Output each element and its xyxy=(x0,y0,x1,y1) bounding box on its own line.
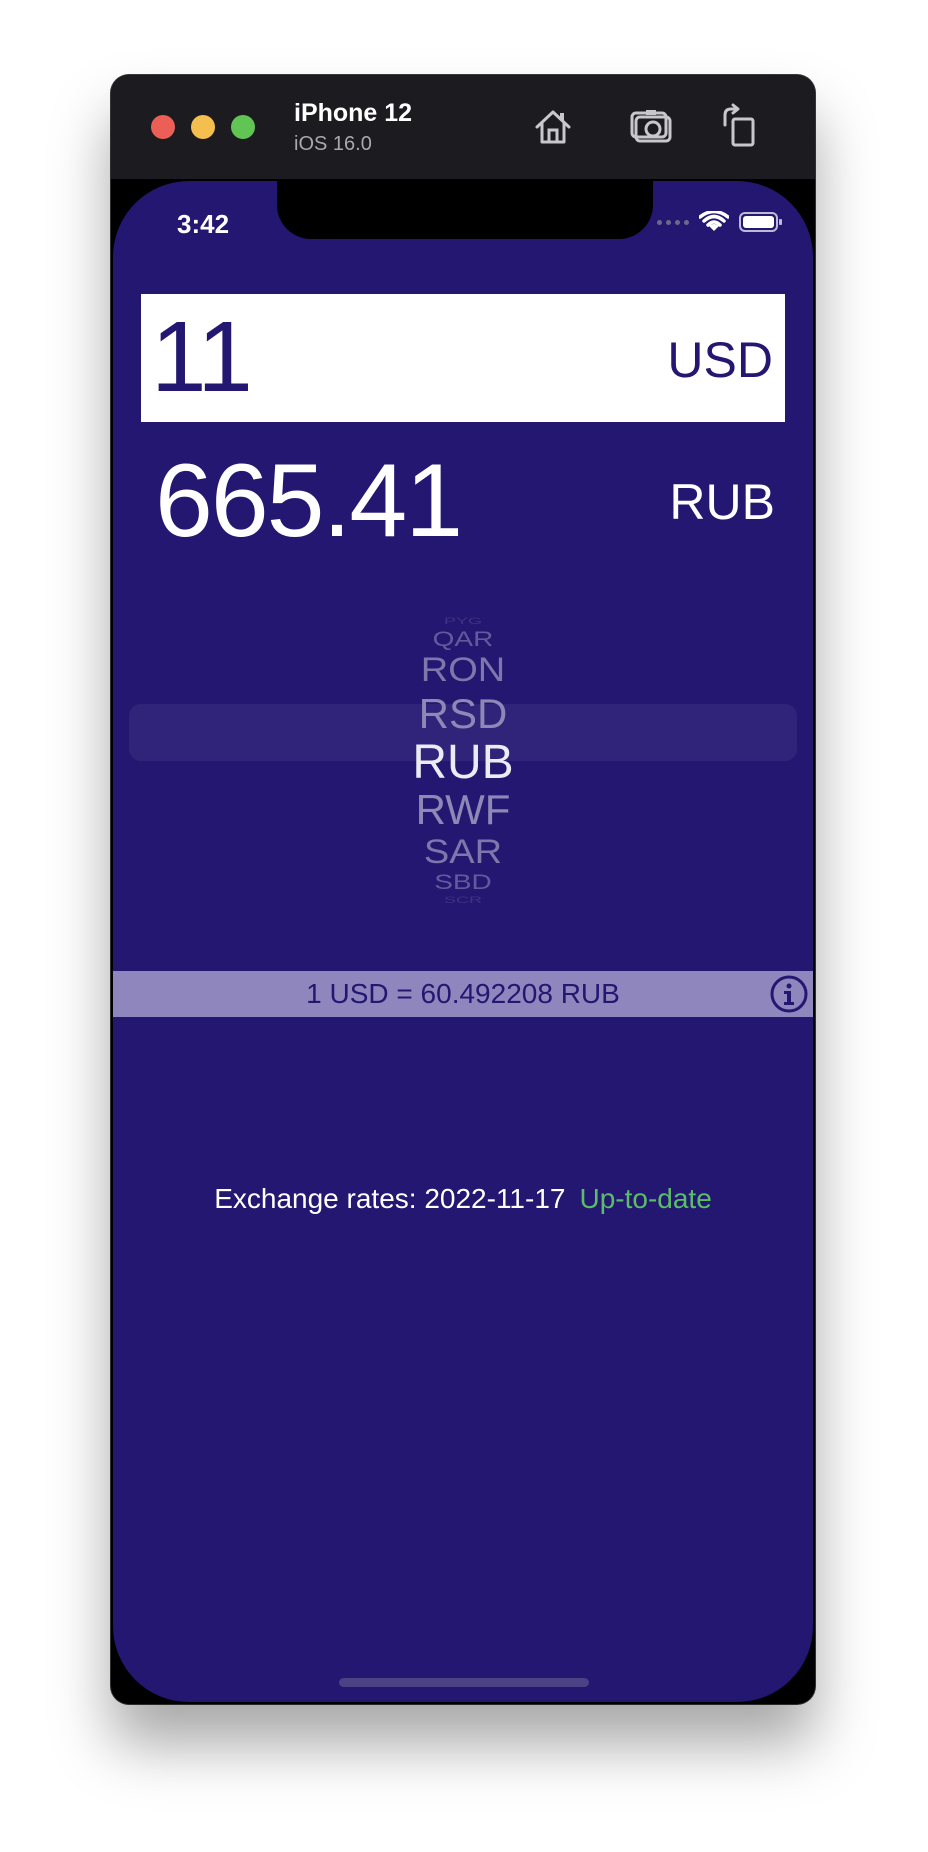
os-version: iOS 16.0 xyxy=(294,133,372,155)
currency-picker-wheel[interactable]: PYG QAR RON RSD RUB RWF SAR SBD SCR xyxy=(113,611,813,946)
exchange-rates-footer: Exchange rates: 2022-11-17 Up-to-date xyxy=(113,1181,813,1217)
exchange-rate-bar: 1 USD = 60.492208 RUB xyxy=(113,971,813,1017)
exchange-rates-date: Exchange rates: 2022-11-17 xyxy=(214,1183,566,1214)
picker-item[interactable]: QAR xyxy=(432,627,494,651)
picker-selection-highlight xyxy=(129,704,797,761)
screenshot-icon[interactable] xyxy=(628,103,676,151)
picker-item[interactable]: SBD xyxy=(434,870,492,894)
device-notch xyxy=(277,181,653,239)
source-currency-button[interactable]: USD xyxy=(667,332,773,388)
zoom-window-button[interactable] xyxy=(231,115,255,139)
iphone-screen: 3:42 11 USD 665.41 RUB PY xyxy=(113,181,813,1702)
picker-item-selected[interactable]: RUB xyxy=(412,736,514,789)
minimize-window-button[interactable] xyxy=(191,115,215,139)
home-icon[interactable] xyxy=(529,103,577,151)
rotate-icon[interactable] xyxy=(715,103,763,151)
amount-input-field[interactable]: 11 USD xyxy=(141,294,785,422)
target-currency-button[interactable]: RUB xyxy=(669,474,775,530)
amount-input-value[interactable]: 11 xyxy=(151,301,253,413)
simulator-window: iPhone 12 iOS 16.0 3:42 xyxy=(111,75,815,1704)
battery-icon xyxy=(739,212,782,232)
status-indicators xyxy=(657,211,783,233)
picker-item[interactable]: SAR xyxy=(423,833,503,871)
picker-item[interactable]: PYG xyxy=(443,616,482,626)
converted-amount: 665.41 xyxy=(155,443,463,559)
picker-item[interactable]: RON xyxy=(420,651,506,689)
picker-item[interactable]: RSD xyxy=(418,690,508,737)
picker-item[interactable]: RWF xyxy=(415,786,511,833)
exchange-rate-text: 1 USD = 60.492208 RUB xyxy=(306,978,620,1009)
device-name: iPhone 12 xyxy=(294,99,413,127)
close-window-button[interactable] xyxy=(151,115,175,139)
home-indicator[interactable] xyxy=(339,1678,589,1687)
signal-icon xyxy=(657,219,689,225)
info-icon[interactable] xyxy=(769,974,809,1014)
picker-item[interactable]: SCR xyxy=(443,895,482,905)
wifi-icon xyxy=(699,211,729,231)
rates-status-badge: Up-to-date xyxy=(579,1183,712,1214)
status-time: 3:42 xyxy=(177,209,230,239)
simulator-titlebar: iPhone 12 iOS 16.0 xyxy=(111,75,815,179)
